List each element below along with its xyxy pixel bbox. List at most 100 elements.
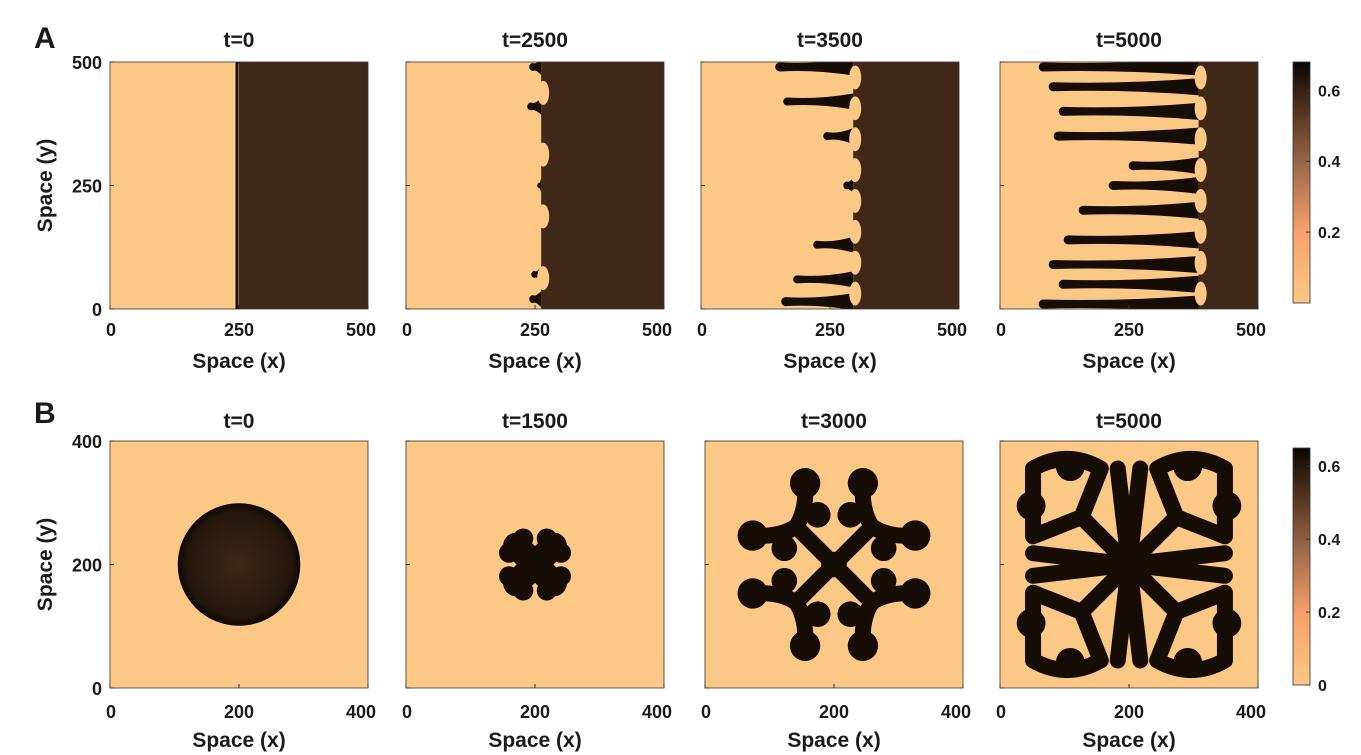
finger [537, 178, 542, 193]
maze-tip [1212, 608, 1242, 638]
heatmap-panel-a-2 [406, 62, 664, 309]
x-axis-label: Space (x) [787, 729, 880, 752]
branch-arm [788, 556, 842, 611]
panel-letter: A [34, 22, 56, 55]
x-tick-label: 250 [1114, 320, 1144, 340]
x-tick-label: 200 [520, 702, 550, 722]
maze-tip [1173, 452, 1203, 482]
x-tick-label: 0 [697, 320, 707, 340]
panel-title: t=0 [224, 29, 255, 52]
labels-layer: t=0 0 250 500 Space (x) 0 250 500 Space (y) t=250… [34, 22, 1340, 752]
maze-spine [1121, 545, 1233, 573]
finger [781, 293, 854, 309]
maze-tip [1055, 452, 1085, 482]
disk [177, 503, 301, 626]
finger [1058, 275, 1199, 293]
x-tick-label: 400 [642, 702, 672, 722]
heatmap-panel-a-3 [701, 62, 959, 309]
x-tick-label: 500 [1236, 320, 1266, 340]
front-bulge [1194, 250, 1207, 275]
colorbar-tick-label: 0.6 [1318, 83, 1340, 100]
lobe-tip [550, 542, 571, 563]
finger [1048, 256, 1199, 274]
x-tick-label: 0 [701, 702, 711, 722]
finger [813, 236, 854, 253]
x-axis-label: Space (x) [783, 350, 876, 373]
y-axis-label: Space (y) [34, 518, 57, 611]
front-bulge [537, 266, 550, 291]
dark-region [1198, 62, 1258, 309]
branch-tip [900, 520, 931, 551]
panel-title: t=0 [224, 410, 255, 433]
finger [1038, 295, 1199, 309]
maze-tip [1212, 491, 1242, 521]
branch-side [771, 535, 798, 562]
colorbar-tick-label: 0.4 [1318, 532, 1340, 549]
y-tick-label: 500 [72, 53, 102, 73]
x-tick-label: 0 [402, 320, 412, 340]
x-tick-label: 0 [996, 702, 1006, 722]
lobe-tip [513, 528, 534, 549]
panel-title: t=5000 [1096, 410, 1162, 433]
heatmap-panel-b-2 [406, 441, 664, 688]
maze-tip [1016, 608, 1046, 638]
y-tick-label: 200 [72, 556, 102, 576]
panel-letter: B [34, 397, 56, 430]
x-tick-label: 250 [520, 320, 550, 340]
panel-title: t=5000 [1096, 29, 1162, 52]
dark-region [853, 62, 959, 309]
front-bulge [849, 127, 862, 152]
front-interface [235, 62, 240, 309]
x-tick-label: 0 [106, 320, 116, 340]
x-axis-label: Space (x) [192, 350, 285, 373]
heatmap-panel-a-1 [110, 62, 368, 309]
branch-side [804, 502, 831, 528]
finger [793, 271, 854, 288]
branch-arm [826, 518, 880, 573]
maze-tip [1173, 647, 1203, 677]
x-tick-label: 250 [224, 320, 254, 340]
finger [529, 62, 542, 75]
x-tick-label: 400 [941, 702, 971, 722]
colorbar-tick-label: 0.6 [1318, 459, 1340, 476]
y-tick-label: 400 [72, 432, 102, 452]
panel-title: t=2500 [502, 29, 568, 52]
finger [843, 177, 854, 194]
y-tick-label: 0 [92, 679, 102, 699]
finger [1058, 102, 1199, 120]
branch-tip [737, 578, 768, 609]
x-tick-label: 500 [346, 320, 376, 340]
finger [1038, 62, 1199, 76]
branch-tip [900, 578, 931, 609]
x-tick-label: 500 [937, 320, 967, 340]
finger [1063, 231, 1199, 249]
finger [1078, 201, 1199, 219]
x-axis-label: Space (x) [1082, 350, 1175, 373]
finger [1053, 127, 1199, 145]
colorbar-tick-label: 0.2 [1318, 225, 1340, 242]
maze-spine [1025, 545, 1137, 573]
branch-side [837, 502, 864, 528]
maze-tip [1055, 647, 1085, 677]
x-tick-label: 400 [346, 702, 376, 722]
lobe-tip [499, 566, 520, 587]
x-tick-label: 200 [819, 702, 849, 722]
lobe-tip [536, 580, 557, 601]
branch-side [771, 567, 798, 594]
dark-region [541, 62, 664, 309]
front-bulge [1194, 188, 1207, 213]
finger [775, 62, 854, 76]
front-bulge [849, 158, 862, 183]
x-tick-label: 0 [106, 702, 116, 722]
finger [1128, 157, 1199, 175]
colorbar [1292, 61, 1311, 304]
finger [823, 128, 854, 145]
plots-layer [110, 62, 1258, 688]
front-bulge [537, 204, 550, 229]
front-bulge [1194, 158, 1207, 183]
branch-tip [847, 468, 879, 499]
finger [1108, 177, 1199, 194]
heatmap-panel-a-4 [1000, 62, 1258, 309]
finger [1048, 78, 1199, 96]
lobe-tip [536, 528, 557, 549]
